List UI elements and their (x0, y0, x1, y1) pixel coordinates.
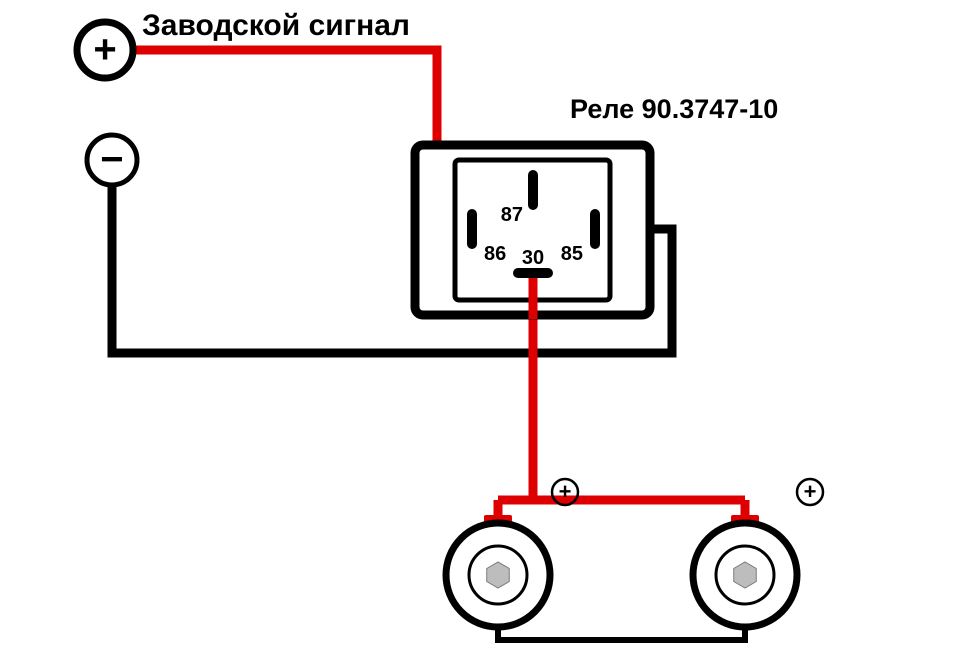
plus-terminal-label: + (93, 28, 116, 72)
horn-right-plus-label: + (804, 479, 817, 504)
wire-horn-link (498, 627, 745, 640)
pin-label-87: 87 (501, 204, 523, 226)
pin-label-85: 85 (561, 243, 583, 265)
minus-terminal-label: − (100, 138, 123, 182)
relay-label: Реле 90.3747-10 (570, 94, 778, 124)
horn-left-plus-label: + (559, 479, 572, 504)
pin-label-86: 86 (484, 243, 506, 265)
pin-label-30: 30 (522, 247, 544, 269)
title-label: Заводской сигнал (142, 9, 410, 42)
